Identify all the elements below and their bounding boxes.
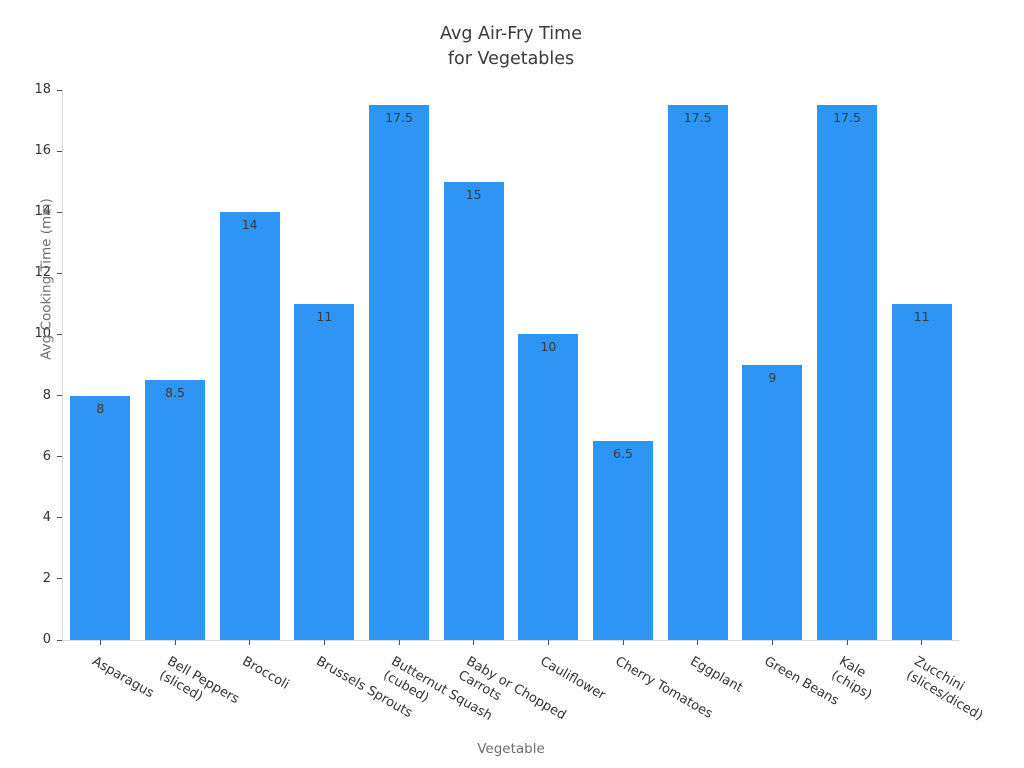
- y-tick-label: 18: [34, 82, 51, 97]
- bar-broccoli: 14: [219, 212, 280, 640]
- bar-green-beans: 9: [742, 365, 803, 640]
- y-tick-label: 14: [34, 204, 51, 220]
- bar-value-label: 11: [913, 308, 930, 324]
- bar-zucchini: 11: [891, 303, 952, 640]
- x-tick-label-broccoli: Broccoli: [239, 654, 292, 693]
- x-tick-label-eggplant: Eggplant: [687, 654, 745, 696]
- x-tick-mark: [622, 640, 624, 645]
- x-tick-mark: [174, 640, 176, 645]
- bar-brussels-sprouts: 11: [294, 303, 355, 640]
- y-tick-mark: [57, 272, 62, 274]
- bar-value-label: 15: [465, 186, 482, 202]
- chart-title: Avg Air-Fry Time for Vegetables: [440, 24, 582, 69]
- bar-value-label: 10: [540, 339, 557, 355]
- bar-value-label: 11: [316, 308, 333, 324]
- bar-value-label: 9: [768, 370, 777, 385]
- y-tick-label: 4: [42, 509, 51, 525]
- x-tick-mark: [249, 640, 251, 645]
- x-tick-mark: [99, 640, 101, 645]
- x-tick-label-cauliflower: Cauliflower: [537, 654, 609, 704]
- bar-cauliflower: 10: [518, 334, 579, 640]
- bar-value-label: 17.5: [385, 110, 413, 126]
- y-tick-mark: [57, 150, 62, 152]
- bar-kale: 17.5: [817, 105, 877, 640]
- y-tick-mark: [57, 578, 62, 580]
- bar-value-label: 8: [96, 400, 105, 416]
- x-tick-mark: [398, 640, 400, 645]
- bar-value-label: 17.5: [833, 110, 861, 126]
- x-tick-mark: [323, 640, 325, 645]
- y-tick-mark: [57, 333, 62, 335]
- bar-butternut-squash: 17.5: [369, 105, 429, 640]
- x-tick-label-zucchini: Zucchini (slices/diced): [903, 654, 986, 724]
- y-tick-label: 2: [42, 570, 51, 586]
- y-tick-label: 10: [34, 326, 51, 342]
- y-tick-label: 6: [42, 448, 51, 464]
- bar-cherry-tomatoes: 6.5: [593, 441, 653, 640]
- x-tick-mark: [771, 640, 773, 645]
- y-tick-mark: [57, 456, 62, 458]
- x-axis-label: Vegetable: [477, 741, 545, 757]
- y-tick-label: 8: [42, 387, 51, 403]
- bar-value-label: 14: [241, 217, 258, 233]
- x-tick-mark: [697, 640, 699, 645]
- y-tick-mark: [57, 639, 62, 641]
- bar-baby-or-chopped: 15: [443, 181, 504, 640]
- bar-asparagus: 8: [70, 395, 131, 640]
- y-tick-mark: [57, 211, 62, 213]
- bar-value-label: 8.5: [165, 385, 185, 401]
- y-tick-label: 16: [34, 143, 51, 159]
- bar-bell-peppers: 8.5: [145, 380, 205, 640]
- bar-value-label: 17.5: [683, 110, 712, 126]
- bar-eggplant: 17.5: [667, 105, 728, 640]
- y-tick-mark: [57, 517, 62, 519]
- x-tick-mark: [547, 640, 549, 645]
- bar-value-label: 6.5: [613, 446, 633, 462]
- plot-area: 0 2 4 6 8 10 12 14 16 18 8 Asparagus 8.5 Bell Peppers…: [34, 82, 985, 724]
- x-tick-mark: [921, 640, 923, 645]
- y-tick-label: 0: [42, 632, 51, 647]
- x-tick-label-bell-peppers: Bell Peppers (sliced): [156, 654, 242, 708]
- y-tick-mark: [57, 89, 62, 91]
- y-tick-label: 12: [34, 265, 51, 281]
- x-tick-mark: [846, 640, 848, 645]
- x-tick-label-asparagus: Asparagus: [89, 654, 157, 702]
- x-tick-mark: [473, 640, 475, 645]
- y-axis-label: Avg Cooking Time (min): [38, 198, 55, 360]
- y-tick-mark: [57, 395, 62, 397]
